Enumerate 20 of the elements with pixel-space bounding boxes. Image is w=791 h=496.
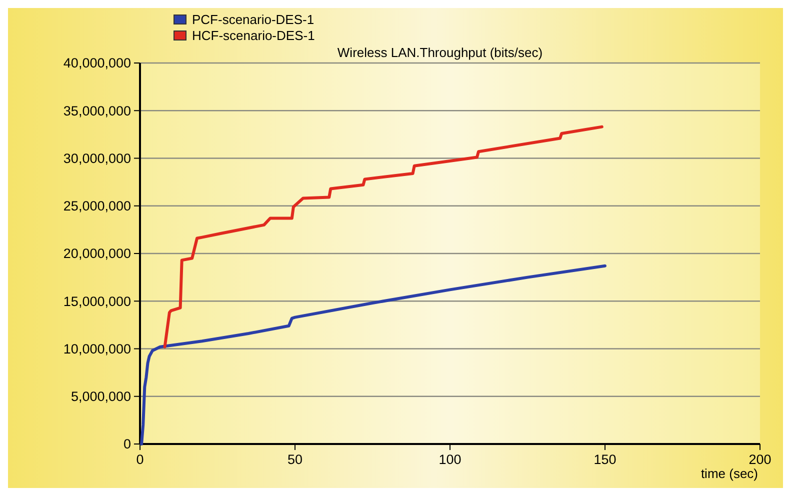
legend-label: PCF-scenario-DES-1 xyxy=(192,12,314,27)
x-tick-label: 100 xyxy=(438,452,462,467)
y-tick-label: 25,000,000 xyxy=(63,198,131,214)
y-tick-label: 0 xyxy=(123,436,131,452)
chart-title: Wireless LAN.Throughput (bits/sec) xyxy=(337,45,543,60)
x-tick-label: 50 xyxy=(287,452,303,467)
legend-label: HCF-scenario-DES-1 xyxy=(192,28,315,43)
y-tick-label: 20,000,000 xyxy=(63,246,131,262)
y-tick-label: 40,000,000 xyxy=(63,56,131,71)
y-tick-label: 5,000,000 xyxy=(70,389,131,404)
y-tick-label: 15,000,000 xyxy=(63,294,131,309)
line-series xyxy=(140,264,606,446)
x-axis-title: time (sec) xyxy=(700,466,758,481)
x-tick-label: 0 xyxy=(136,452,144,467)
x-tick-label: 200 xyxy=(748,452,772,467)
y-tick-label: 10,000,000 xyxy=(63,341,131,356)
y-tick-label: 35,000,000 xyxy=(63,103,131,118)
y-tick-label: 30,000,000 xyxy=(63,150,131,166)
x-tick-label: 150 xyxy=(594,452,616,467)
line-series xyxy=(163,125,604,348)
